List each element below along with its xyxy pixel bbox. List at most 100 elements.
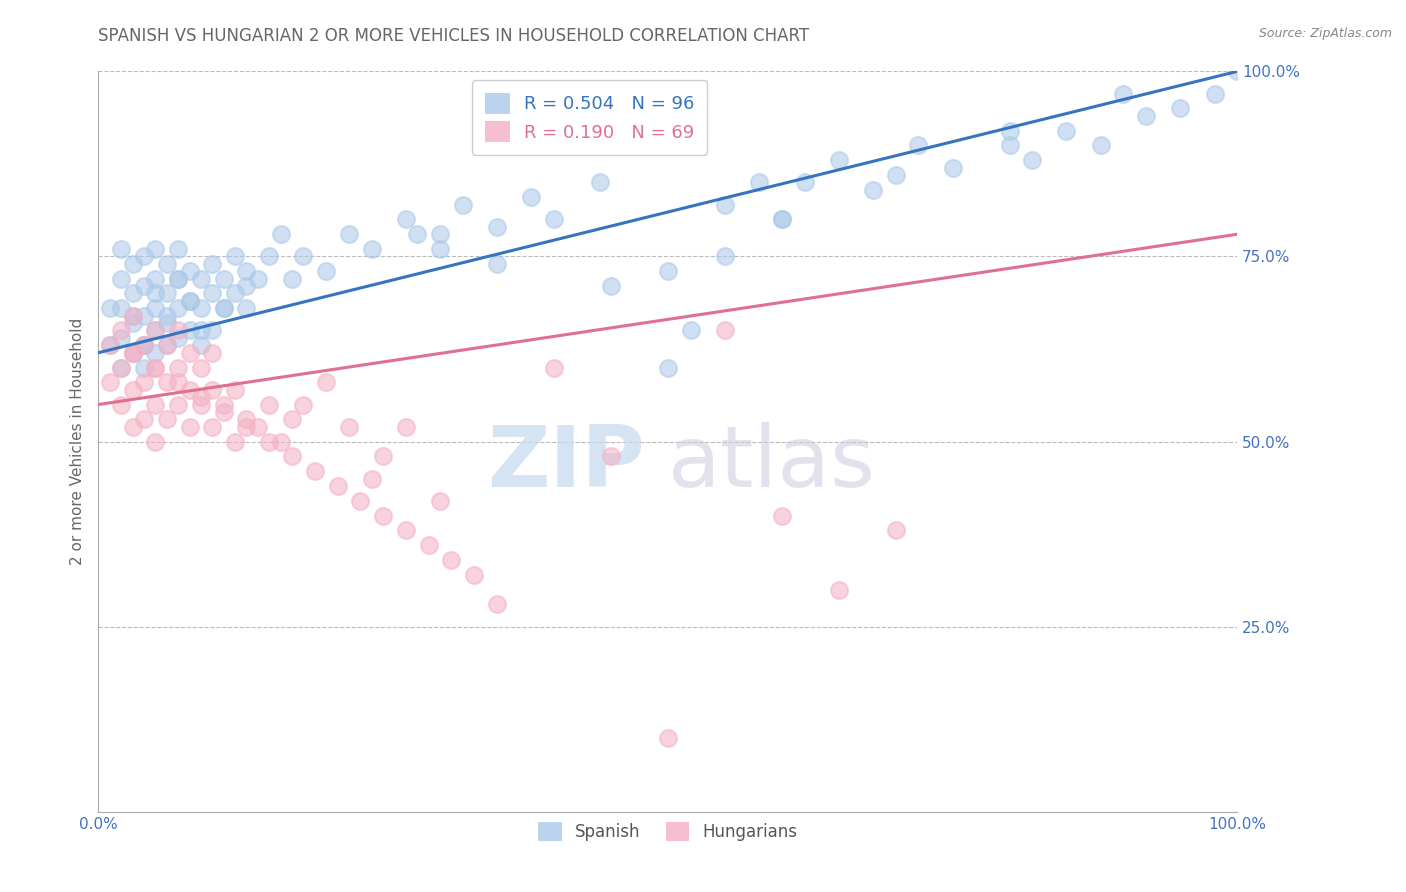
- Point: [543, 212, 565, 227]
- Point: [315, 376, 337, 390]
- Point: [110, 360, 132, 375]
- Point: [132, 412, 155, 426]
- Point: [145, 301, 167, 316]
- Point: [190, 324, 212, 338]
- Point: [121, 309, 143, 323]
- Point: [463, 567, 485, 582]
- Point: [770, 508, 793, 523]
- Point: [167, 324, 190, 338]
- Point: [406, 227, 429, 242]
- Point: [600, 279, 623, 293]
- Point: [486, 219, 509, 234]
- Point: [281, 271, 304, 285]
- Point: [156, 309, 179, 323]
- Text: ZIP: ZIP: [488, 422, 645, 505]
- Point: [451, 197, 474, 211]
- Point: [235, 419, 257, 434]
- Point: [862, 183, 884, 197]
- Point: [179, 383, 201, 397]
- Text: Source: ZipAtlas.com: Source: ZipAtlas.com: [1258, 27, 1392, 40]
- Point: [156, 338, 179, 352]
- Point: [98, 376, 121, 390]
- Point: [167, 360, 190, 375]
- Point: [179, 293, 201, 308]
- Point: [179, 293, 201, 308]
- Point: [337, 419, 360, 434]
- Point: [145, 286, 167, 301]
- Point: [110, 242, 132, 256]
- Point: [179, 345, 201, 359]
- Point: [1204, 87, 1226, 101]
- Point: [156, 286, 179, 301]
- Point: [212, 271, 235, 285]
- Point: [110, 398, 132, 412]
- Point: [145, 434, 167, 449]
- Point: [132, 309, 155, 323]
- Point: [98, 338, 121, 352]
- Point: [1021, 153, 1043, 168]
- Point: [429, 242, 451, 256]
- Point: [828, 582, 851, 597]
- Point: [326, 479, 349, 493]
- Point: [714, 250, 737, 264]
- Point: [121, 345, 143, 359]
- Point: [190, 360, 212, 375]
- Point: [998, 123, 1021, 137]
- Point: [714, 197, 737, 211]
- Point: [337, 227, 360, 242]
- Point: [132, 338, 155, 352]
- Point: [770, 212, 793, 227]
- Point: [110, 271, 132, 285]
- Point: [371, 450, 394, 464]
- Point: [998, 138, 1021, 153]
- Point: [1054, 123, 1078, 137]
- Point: [190, 338, 212, 352]
- Point: [190, 398, 212, 412]
- Point: [212, 301, 235, 316]
- Point: [270, 227, 292, 242]
- Point: [235, 412, 257, 426]
- Point: [315, 264, 337, 278]
- Point: [110, 324, 132, 338]
- Point: [201, 324, 224, 338]
- Point: [121, 419, 143, 434]
- Point: [121, 316, 143, 330]
- Point: [657, 360, 679, 375]
- Point: [270, 434, 292, 449]
- Point: [259, 250, 281, 264]
- Point: [132, 376, 155, 390]
- Point: [156, 316, 179, 330]
- Point: [246, 271, 269, 285]
- Text: atlas: atlas: [668, 422, 876, 505]
- Point: [942, 161, 965, 175]
- Point: [440, 553, 463, 567]
- Point: [190, 390, 212, 404]
- Point: [167, 331, 190, 345]
- Point: [281, 450, 304, 464]
- Point: [145, 345, 167, 359]
- Point: [748, 175, 770, 190]
- Point: [360, 242, 382, 256]
- Point: [259, 434, 281, 449]
- Point: [588, 175, 610, 190]
- Point: [132, 338, 155, 352]
- Point: [167, 271, 190, 285]
- Point: [395, 212, 418, 227]
- Point: [224, 383, 246, 397]
- Point: [201, 286, 224, 301]
- Point: [190, 301, 212, 316]
- Point: [145, 242, 167, 256]
- Point: [246, 419, 269, 434]
- Point: [429, 227, 451, 242]
- Point: [349, 493, 371, 508]
- Point: [429, 493, 451, 508]
- Point: [167, 398, 190, 412]
- Point: [714, 324, 737, 338]
- Point: [292, 250, 315, 264]
- Point: [201, 345, 224, 359]
- Point: [145, 324, 167, 338]
- Point: [145, 360, 167, 375]
- Point: [121, 345, 143, 359]
- Point: [132, 360, 155, 375]
- Point: [1170, 102, 1192, 116]
